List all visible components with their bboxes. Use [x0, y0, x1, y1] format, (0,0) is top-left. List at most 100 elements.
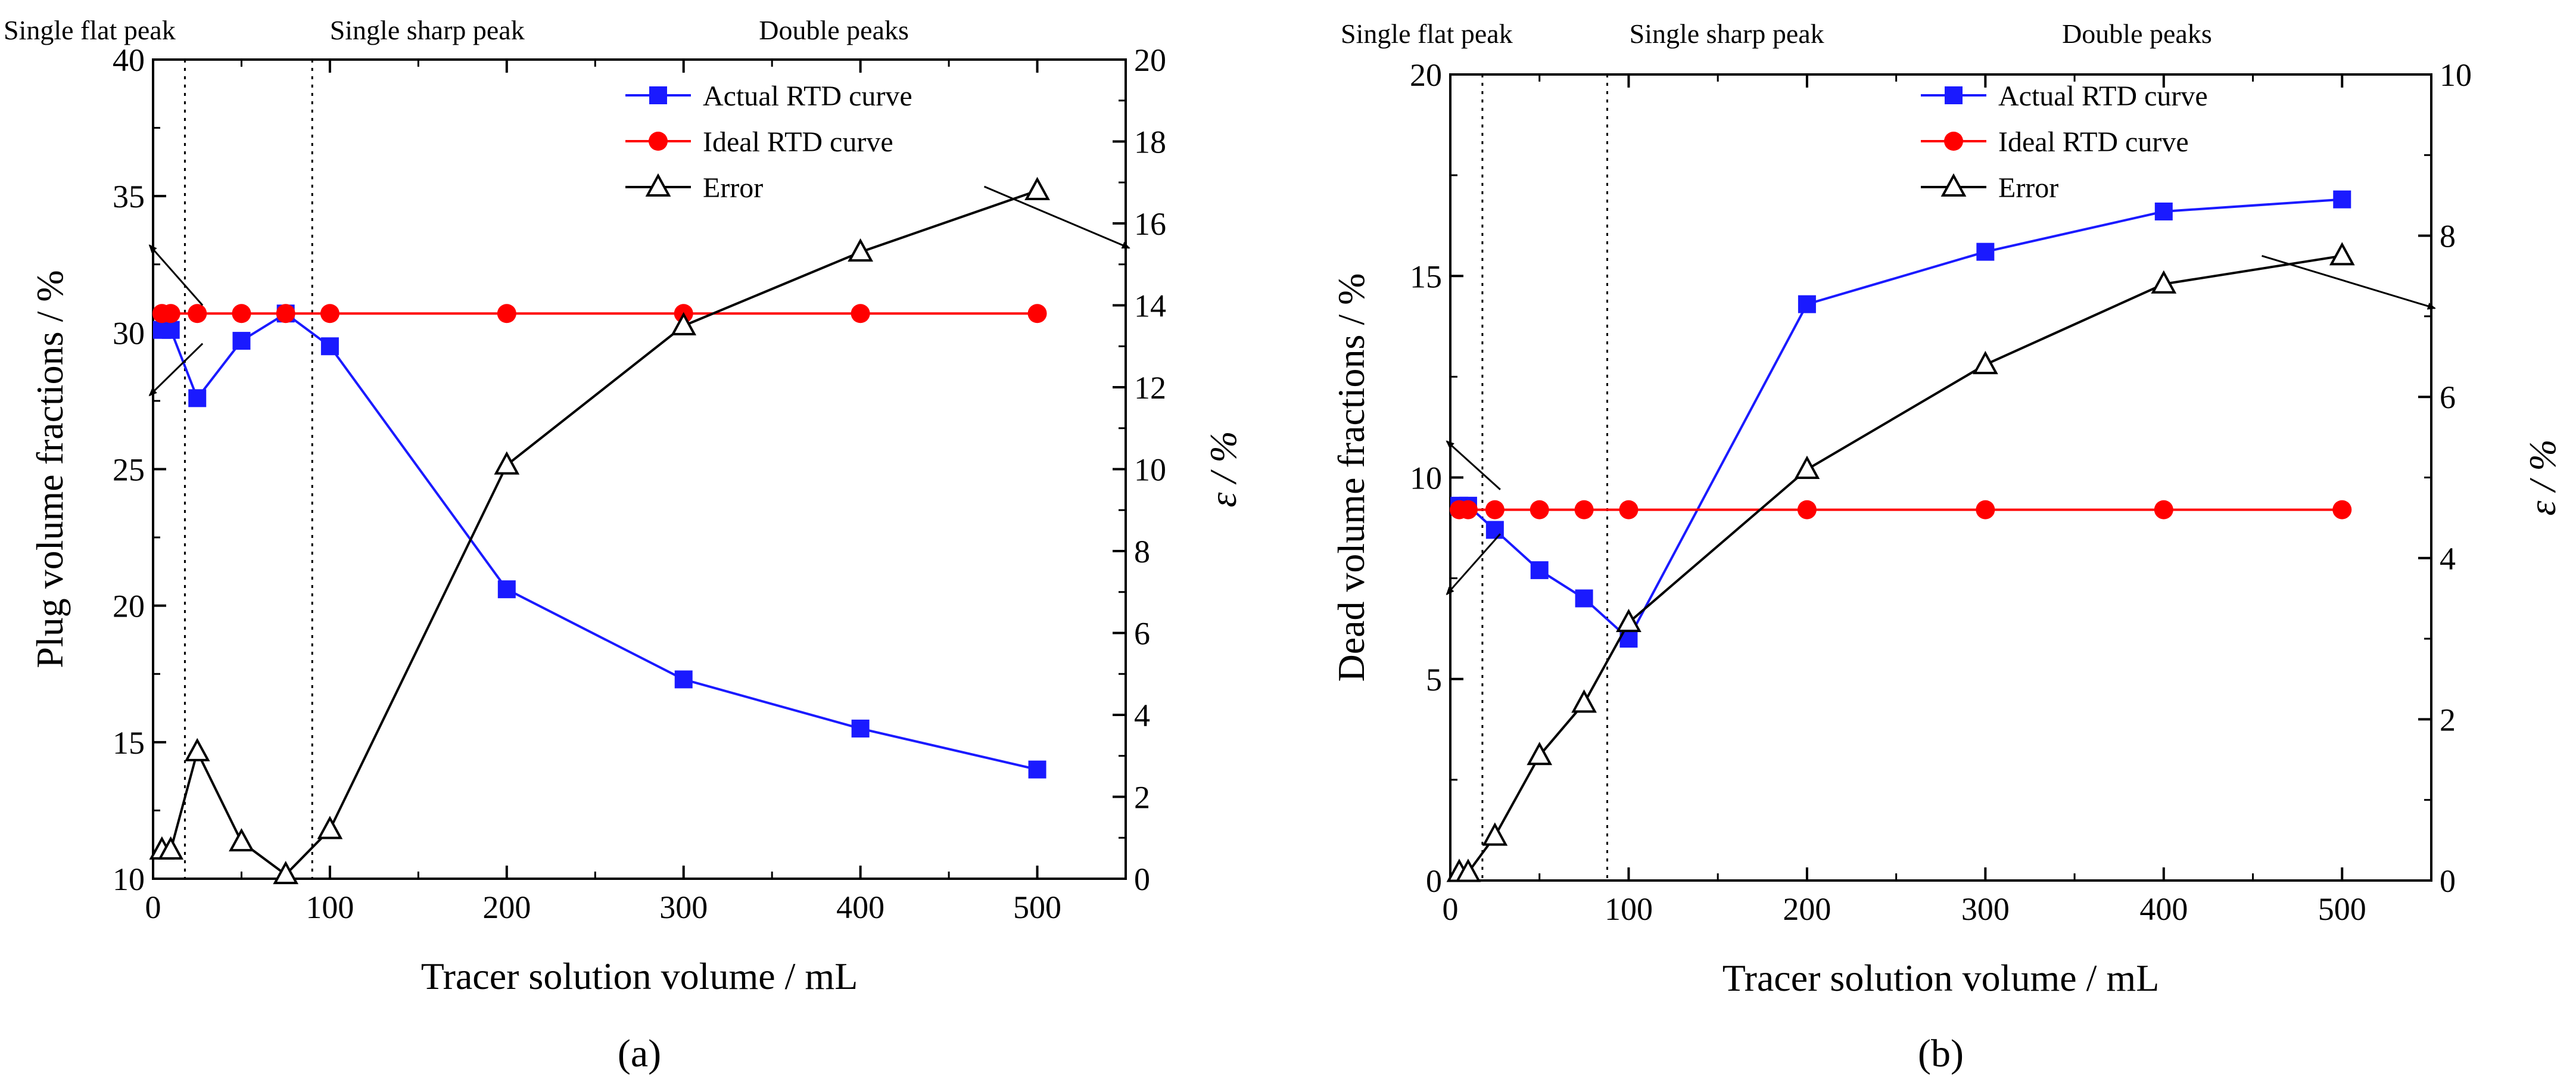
legend-marker-circle: [1944, 132, 1963, 151]
y2-tick-label: 16: [1134, 206, 1166, 242]
y-tick-label: 10: [113, 861, 145, 897]
data-point-circle: [851, 304, 870, 323]
x-tick-label: 300: [1961, 891, 2010, 927]
data-point-square: [161, 321, 180, 339]
legend-label: Error: [703, 172, 763, 204]
panel-label: (b): [1918, 1032, 1964, 1075]
y-axis-title: Plug volume fractions / %: [29, 270, 71, 668]
region-label: Single sharp peak: [330, 15, 525, 45]
axis-pointer-arrow: [148, 343, 204, 397]
legend-label: Error: [1998, 172, 2058, 204]
legend-marker-triangle: [645, 173, 671, 197]
y-tick-label: 40: [113, 42, 145, 78]
data-point-square: [1028, 760, 1046, 779]
data-point-square: [232, 332, 251, 350]
data-point-circle: [1530, 500, 1549, 519]
legend-label: Ideal RTD curve: [703, 126, 893, 158]
y2-tick-label: 0: [1134, 861, 1150, 897]
y-tick-label: 5: [1426, 662, 1442, 698]
data-point-triangle: [1972, 350, 1998, 375]
data-point-square: [674, 670, 693, 689]
data-point-square: [1798, 295, 1816, 313]
data-point-triangle: [1571, 689, 1597, 713]
data-point-square: [2154, 203, 2173, 221]
data-point-triangle: [1482, 822, 1508, 846]
data-point-square: [188, 389, 207, 407]
data-point-circle: [1027, 304, 1047, 323]
y2-tick-label: 2: [1134, 780, 1150, 816]
x-axis-title: Tracer solution volume / mL: [421, 955, 858, 997]
legend-marker-square: [1945, 86, 1963, 104]
x-tick-label: 0: [145, 889, 161, 925]
y2-tick-label: 2: [2440, 702, 2456, 738]
region-label: Single flat peak: [1341, 18, 1513, 49]
region-label: Single sharp peak: [1630, 18, 1824, 49]
data-point-triangle: [1024, 176, 1050, 200]
data-point-triangle: [184, 738, 210, 761]
data-point-square: [497, 580, 516, 599]
data-point-square: [2333, 190, 2351, 209]
y-tick-label: 15: [113, 725, 145, 761]
x-tick-label: 200: [482, 889, 531, 925]
axis-pointer-arrow: [2262, 254, 2436, 310]
legend-label: Actual RTD curve: [1998, 80, 2208, 112]
data-point-circle: [1619, 500, 1639, 519]
y2-tick-label: 8: [1134, 534, 1150, 570]
data-point-square: [1976, 242, 1995, 261]
data-point-triangle: [2151, 270, 2177, 294]
data-point-circle: [1458, 500, 1478, 519]
y2-tick-label: 20: [1134, 42, 1166, 78]
y2-tick-label: 6: [2440, 379, 2456, 415]
data-point-square: [1575, 589, 1593, 608]
axis-pointer-arrow: [148, 244, 204, 306]
data-point-triangle: [1527, 742, 1553, 766]
data-point-circle: [232, 304, 251, 323]
panel-a-chart: 0 100 200 300 400 500101520253035400246810121…: [4, 15, 1244, 1075]
x-tick-label: 0: [1443, 891, 1459, 927]
data-point-circle: [497, 304, 516, 323]
data-point-circle: [1797, 500, 1817, 519]
axis-pointer-arrow: [1446, 533, 1501, 596]
y-tick-label: 25: [113, 452, 145, 488]
y-tick-label: 20: [1410, 57, 1442, 93]
data-point-square: [320, 337, 339, 356]
data-point-triangle: [273, 860, 299, 885]
x-tick-label: 500: [2318, 891, 2366, 927]
y2-tick-label: 10: [2440, 57, 2472, 93]
data-point-triangle: [494, 451, 520, 475]
y2-tick-label: 14: [1134, 288, 1166, 324]
x-tick-label: 200: [1783, 891, 1831, 927]
y2-tick-label: 8: [2440, 219, 2456, 254]
data-point-circle: [276, 304, 295, 323]
region-label: Single flat peak: [4, 15, 176, 45]
y2-tick-label: 12: [1134, 370, 1166, 406]
y2-tick-label: 10: [1134, 452, 1166, 488]
y-tick-label: 35: [113, 179, 145, 214]
x-axis-title: Tracer solution volume / mL: [1722, 957, 2160, 999]
data-point-circle: [161, 304, 180, 323]
legend-marker-circle: [649, 132, 668, 151]
legend-label: Actual RTD curve: [703, 80, 912, 112]
data-point-square: [1530, 561, 1549, 580]
series-line-triangle: [161, 189, 1038, 876]
panel-label: (a): [618, 1032, 661, 1075]
y2-tick-label: 0: [2440, 863, 2456, 899]
axis-pointer-arrow: [983, 185, 1130, 249]
data-point-circle: [2154, 500, 2173, 519]
legend-marker-triangle: [1940, 173, 1967, 197]
x-tick-label: 300: [659, 889, 708, 925]
y-tick-label: 10: [1410, 461, 1442, 496]
data-point-triangle: [2329, 242, 2355, 266]
data-point-triangle: [317, 816, 343, 839]
y2-axis-title: ε / %: [2521, 439, 2563, 515]
y2-tick-label: 4: [1134, 698, 1150, 733]
data-point-triangle: [848, 238, 874, 262]
series-line-square: [1459, 198, 2343, 641]
data-point-circle: [2332, 500, 2352, 519]
data-point-circle: [1485, 500, 1505, 519]
legend-label: Ideal RTD curve: [1998, 126, 2189, 158]
y-tick-label: 15: [1410, 259, 1442, 294]
y-tick-label: 20: [113, 589, 145, 624]
data-point-circle: [1574, 500, 1594, 519]
